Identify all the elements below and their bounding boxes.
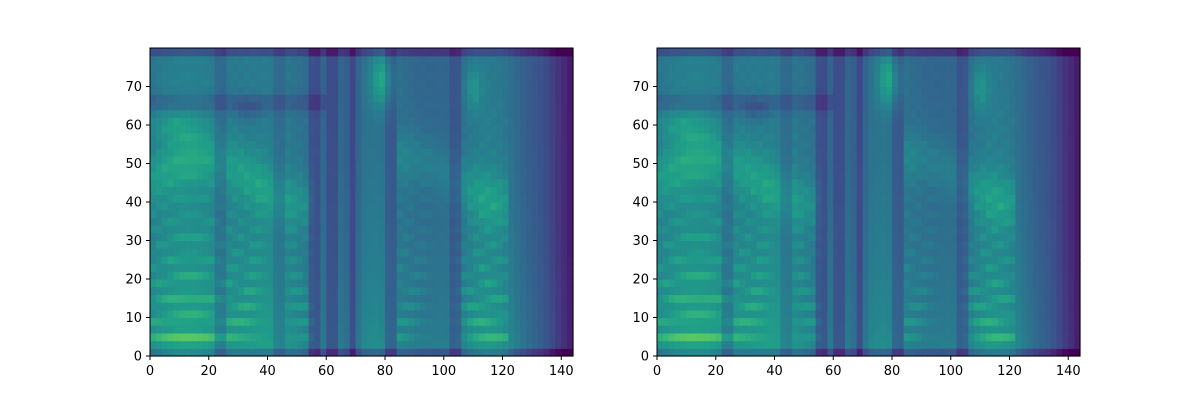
y-tick-label: 60 [125, 119, 142, 134]
x-tick-label: 100 [938, 364, 963, 379]
x-tick-label: 60 [318, 364, 335, 379]
x-tick-label: 0 [146, 364, 154, 379]
x-tick-label: 0 [653, 364, 661, 379]
y-tick-label: 20 [632, 273, 649, 288]
y-tick-label: 60 [632, 119, 649, 134]
heatmap-image [150, 48, 574, 357]
y-tick-label: 10 [632, 311, 649, 326]
y-tick-label: 50 [125, 157, 142, 172]
y-tick-label: 0 [641, 350, 649, 365]
spectrogram-panel-right: 0 20 40 60 80 100 120 140 0 10 20 30 40 50 60 70 [632, 47, 1081, 379]
x-tick-label: 140 [549, 364, 574, 379]
y-tick-label: 50 [632, 157, 649, 172]
x-tick-label: 80 [377, 364, 394, 379]
y-tick-label: 30 [632, 234, 649, 249]
x-tick-label: 60 [825, 364, 842, 379]
x-tick-label: 120 [997, 364, 1022, 379]
x-tick-label: 100 [431, 364, 456, 379]
y-tick-label: 0 [134, 350, 142, 365]
y-tick-label: 40 [632, 196, 649, 211]
x-tick-label: 40 [259, 364, 276, 379]
x-tick-label: 120 [490, 364, 515, 379]
x-tick-label: 40 [766, 364, 783, 379]
heatmap-image [657, 48, 1081, 357]
y-tick-label: 30 [125, 234, 142, 249]
y-tick-label: 10 [125, 311, 142, 326]
y-tick-label: 70 [125, 80, 142, 95]
x-tick-label: 20 [707, 364, 724, 379]
x-tick-label: 80 [884, 364, 901, 379]
x-tick-label: 140 [1056, 364, 1081, 379]
y-tick-label: 40 [125, 196, 142, 211]
spectrogram-panel-left: 0 20 40 60 80 100 120 140 0 10 20 30 40 50 60 70 [125, 47, 574, 379]
x-tick-label: 20 [200, 364, 217, 379]
y-tick-label: 70 [632, 80, 649, 95]
y-tick-label: 20 [125, 273, 142, 288]
